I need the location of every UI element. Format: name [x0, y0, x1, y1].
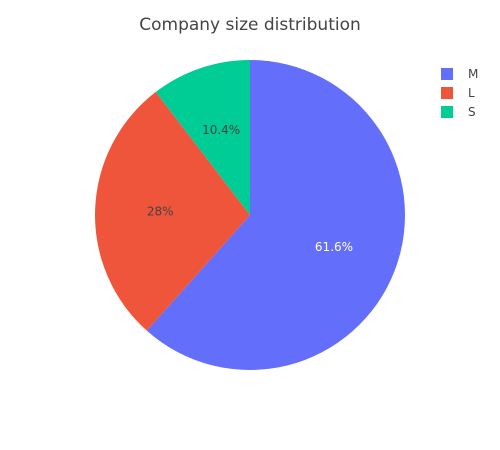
- slice-label-l: 28%: [147, 205, 174, 219]
- pie-slice-labels: 61.6% 28% 10.4%: [147, 123, 353, 254]
- pie-slice-m[interactable]: [146, 60, 405, 370]
- slice-label-m: 61.6%: [315, 240, 353, 254]
- pie-slice-l[interactable]: [95, 91, 250, 331]
- legend-item-m[interactable]: M: [441, 67, 478, 81]
- legend-item-l[interactable]: L: [441, 86, 475, 100]
- legend[interactable]: MLS: [441, 67, 478, 119]
- legend-label-s: S: [468, 105, 476, 119]
- pie-slices: [95, 60, 405, 370]
- legend-swatch-m: [441, 68, 453, 80]
- legend-label-l: L: [468, 86, 475, 100]
- chart-title: Company size distribution: [139, 15, 361, 35]
- legend-swatch-l: [441, 87, 453, 99]
- pie-slice-s[interactable]: [155, 60, 250, 215]
- legend-label-m: M: [468, 67, 478, 81]
- legend-item-s[interactable]: S: [441, 105, 476, 119]
- slice-label-s: 10.4%: [202, 123, 240, 137]
- legend-swatch-s: [441, 106, 453, 118]
